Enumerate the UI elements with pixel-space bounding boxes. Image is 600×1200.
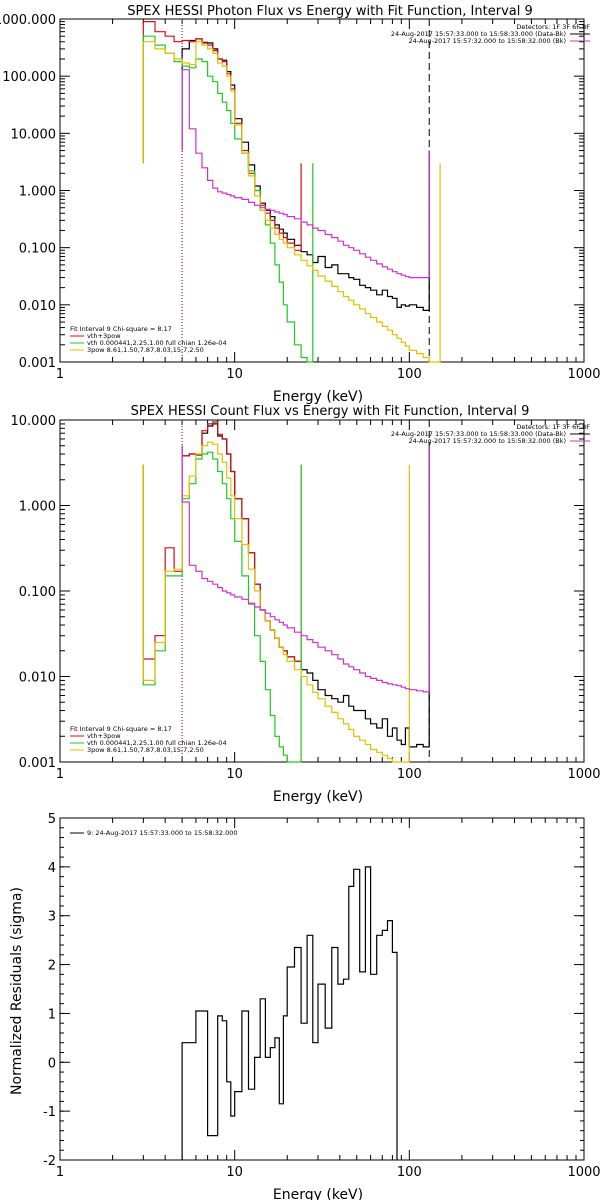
y-tick-label: 1 [48,1007,56,1022]
y-tick-label: 1.000 [19,500,56,515]
x-tick-label: 100 [397,1165,422,1180]
legend-top-line: 24-Aug-2017 15:57:32.000 to 15:58:32.000… [409,437,566,445]
y-tick-label: 0.010 [19,671,56,686]
panel-1-legend-bottom: Fit Interval 9 Chi-square = 8.17 vth+3po… [70,325,227,354]
y-tick-label: 10.000 [11,127,57,142]
x-tick-label: 10 [226,367,243,382]
panel-3-xlabel: Energy (keV) [273,1187,363,1200]
y-tick-label: 3 [48,910,56,925]
legend-top-line: 24-Aug-2017 15:57:33.000 to 15:58:33.000… [391,430,566,438]
series-3pow [142,441,410,763]
x-tick-label: 100 [397,367,422,382]
series-vth [142,451,302,763]
y-tick-label: -2 [43,1154,56,1169]
legend-bottom-line: 3pow 8.61,1.50,7.87,8.03,15.7,2.50 [87,346,204,354]
y-tick-label: 100.000 [2,70,56,85]
series-bk [181,69,430,279]
y-tick-label: 0.100 [19,242,56,257]
panel-2-legend-bottom: Fit Interval 9 Chi-square = 8.17 vth+3po… [70,725,227,754]
y-tick-label: 0.001 [19,356,56,371]
legend-top-line: Detectors: 1F 3F 6F 8F [516,423,590,431]
panel-2-legend-top: Detectors: 1F 3F 6F 8F 24-Aug-2017 15:57… [391,423,590,445]
y-tick-label: 5 [48,812,56,827]
legend-bottom-line: vth 0.000441,2.25,1.00 full chian 1.26e-… [87,739,227,747]
x-tick-label: 1000 [567,1165,600,1180]
panel-2-plot-area: 1 10 100 1000 10.000 1.000 0.100 0.010 0.001 [11,414,600,782]
y-tick-label: 1.000 [19,185,56,200]
y-tick-label: 0.100 [19,585,56,600]
series-bk [181,445,430,693]
legend-bottom-line: 3pow 8.61,1.50,7.87,8.03,15.7,2.50 [87,746,204,754]
plot-frame [59,817,585,1161]
x-tick-label: 1 [56,767,64,782]
legend-top-line: Detectors: 1F 3F 6F 8F [516,23,590,31]
x-tick-label: 10 [226,1165,243,1180]
series-9-24-aug-2017-15-57-33-000-to-15-58-32-000 [181,866,398,1160]
y-tick-label: 0 [48,1056,56,1071]
y-tick-label: 1000.000 [0,13,56,28]
x-tick-label: 10 [226,767,243,782]
x-tick-label: 1 [56,367,64,382]
legend-bottom-line: Fit Interval 9 Chi-square = 8.17 [70,725,172,733]
panel-3-ylabel: Normalized Residuals (sigma) [9,887,25,1095]
y-tick-label: 0.010 [19,299,56,314]
panel-2-title: SPEX HESSI Count Flux vs Energy with Fit… [131,404,530,419]
y-tick-label: 4 [48,861,56,876]
x-tick-label: 1000 [567,367,600,382]
series-3pow [142,41,441,363]
panel-1-legend-top: Detectors: 1F 3F 6F 8F 24-Aug-2017 15:57… [391,23,590,45]
y-tick-label: -1 [43,1105,56,1120]
y-tick-label: 0.001 [19,756,56,771]
y-tick-label: 10.000 [11,414,57,429]
legend-bottom-line: vth+3pow [87,332,121,340]
legend-top-line: 24-Aug-2017 15:57:32.000 to 15:58:32.000… [409,37,566,45]
panel-2-xlabel: Energy (keV) [273,789,363,805]
panel-count-flux: SPEX HESSI Count Flux vs Energy with Fit… [11,404,600,805]
x-tick-label: 1 [56,1165,64,1180]
legend-top-line: 24-Aug-2017 15:57:33.000 to 15:58:33.000… [391,30,566,38]
legend-bottom-line: vth 0.000441,2.25,1.00 full chian 1.26e-… [87,339,227,347]
panel-3-legend-top: 9: 24-Aug-2017 15:57:33.000 to 15:58:32.… [70,829,238,837]
y-tick-label: 2 [48,959,56,974]
series-vth [142,35,314,363]
panel-photon-flux: SPEX HESSI Photon Flux vs Energy with Fi… [0,4,600,405]
legend-top-line: 9: 24-Aug-2017 15:57:33.000 to 15:58:32.… [87,829,238,837]
legend-bottom-line: Fit Interval 9 Chi-square = 8.17 [70,325,172,333]
x-tick-label: 1000 [567,767,600,782]
panel-3-plot-area: 1 10 100 1000 -2 -1 0 1 2 3 4 5 [43,812,600,1180]
x-tick-label: 100 [397,767,422,782]
panel-residuals: 1 10 100 1000 -2 -1 0 1 2 3 4 5 Energy (keV) Normal… [9,812,600,1200]
panel-1-plot-area: 1 10 100 1000 1000.000 100.000 10.000 1.000 0.10… [0,13,600,382]
panel-1-title: SPEX HESSI Photon Flux vs Energy with Fi… [127,4,533,19]
legend-bottom-line: vth+3pow [87,732,121,740]
panel-1-xlabel: Energy (keV) [273,389,363,405]
